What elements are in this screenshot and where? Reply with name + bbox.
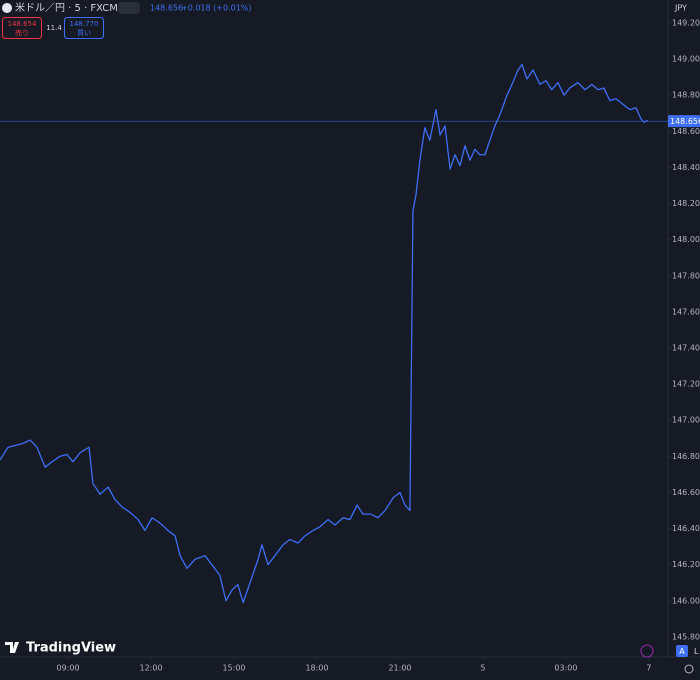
spread: 11.4 bbox=[46, 24, 62, 32]
y-tick-label: 146.600 bbox=[672, 488, 700, 497]
brand: TradingView bbox=[26, 641, 116, 656]
x-tick-label: 15:00 bbox=[222, 664, 245, 673]
last-price-box bbox=[668, 115, 700, 128]
alert-icon[interactable] bbox=[640, 644, 654, 658]
sell-label: 売り bbox=[15, 28, 29, 37]
x-tick-label: 21:00 bbox=[388, 664, 411, 673]
y-tick-label: 149.200 bbox=[672, 18, 700, 27]
y-tick-label: 149.000 bbox=[672, 55, 700, 64]
y-tick-label: 147.800 bbox=[672, 271, 700, 280]
last-price-header: 148.656 bbox=[150, 4, 183, 13]
y-tick-label: 146.000 bbox=[672, 596, 700, 605]
sell-price: 148.654 bbox=[8, 20, 37, 28]
last-price-label: 148.656 bbox=[670, 117, 700, 126]
symbol-icon bbox=[2, 3, 12, 13]
symbol: 米ドル／円 · 5 · FXCM bbox=[15, 1, 118, 14]
x-tick-label: 18:00 bbox=[305, 664, 328, 673]
y-tick-label: 147.000 bbox=[672, 416, 700, 425]
buy-button[interactable] bbox=[64, 17, 104, 39]
auto-label: A bbox=[679, 647, 685, 656]
sell-button[interactable] bbox=[2, 17, 42, 39]
x-tick-label: 03:00 bbox=[554, 664, 577, 673]
y-tick-label: 146.400 bbox=[672, 524, 700, 533]
y-tick-label: 148.200 bbox=[672, 199, 700, 208]
y-tick-label: 146.800 bbox=[672, 452, 700, 461]
y-tick-label: 145.800 bbox=[672, 632, 700, 641]
brand-icon bbox=[5, 642, 19, 653]
x-tick-label: 09:00 bbox=[57, 664, 80, 673]
y-tick-label: 148.600 bbox=[672, 127, 700, 136]
log-label: L bbox=[694, 647, 699, 656]
y-tick-label: 148.000 bbox=[672, 235, 700, 244]
currency: JPY bbox=[674, 4, 687, 13]
y-tick-label: 147.200 bbox=[672, 380, 700, 389]
y-tick-label: 148.800 bbox=[672, 91, 700, 100]
y-tick-label: 147.400 bbox=[672, 343, 700, 352]
x-tick-label: 12:00 bbox=[139, 664, 162, 673]
change: +0.018 (+0.01%) bbox=[181, 4, 252, 13]
y-tick-label: 147.600 bbox=[672, 307, 700, 316]
y-tick-label: 148.400 bbox=[672, 163, 700, 172]
price-line bbox=[0, 63, 649, 604]
x-tick-label: 5 bbox=[480, 664, 485, 673]
toggle[interactable] bbox=[118, 2, 140, 14]
buy-label: 買い bbox=[77, 29, 91, 37]
y-tick-label: 146.200 bbox=[672, 560, 700, 569]
buy-price: 148.770 bbox=[70, 20, 99, 28]
x-tick-label: 7 bbox=[646, 664, 651, 673]
settings-icon[interactable] bbox=[684, 664, 694, 674]
auto-button[interactable] bbox=[676, 645, 688, 657]
